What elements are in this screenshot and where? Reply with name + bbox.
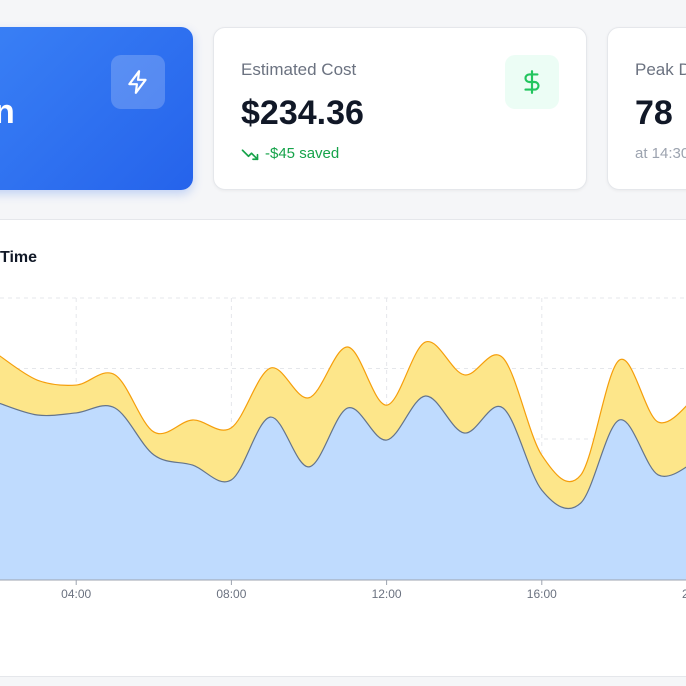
x-tick-label: 04:00 [61,587,91,601]
chart-title: Time [0,249,37,266]
area [0,395,686,580]
lightning-icon [128,70,147,94]
area [0,341,686,509]
x-tick-label: 20:00 [682,587,686,601]
icon [111,55,165,109]
stat-note: at 14:30 [635,145,686,162]
stat-label: Estimated Cost [241,60,357,79]
line [0,395,686,509]
stat-card: Peak D 78 at 14:30 [607,27,686,190]
stat-value: 78 [635,94,673,132]
x-tick-label: 12:00 [372,587,402,601]
x-tick-label: 16:00 [527,587,557,601]
stat-card: n [0,27,193,190]
stat-note: -$45 saved [265,145,340,162]
stat-value: n [0,93,15,131]
icon [505,55,559,109]
stat-label: Peak D [635,60,686,79]
dollar-icon [524,70,540,94]
x-tick-label: 08:00 [216,587,246,601]
trend-down-icon [241,149,259,161]
stat-value: $234.36 [241,94,364,132]
line [0,341,686,483]
stat-card: Estimated Cost $234.36 -$45 saved [213,27,587,190]
